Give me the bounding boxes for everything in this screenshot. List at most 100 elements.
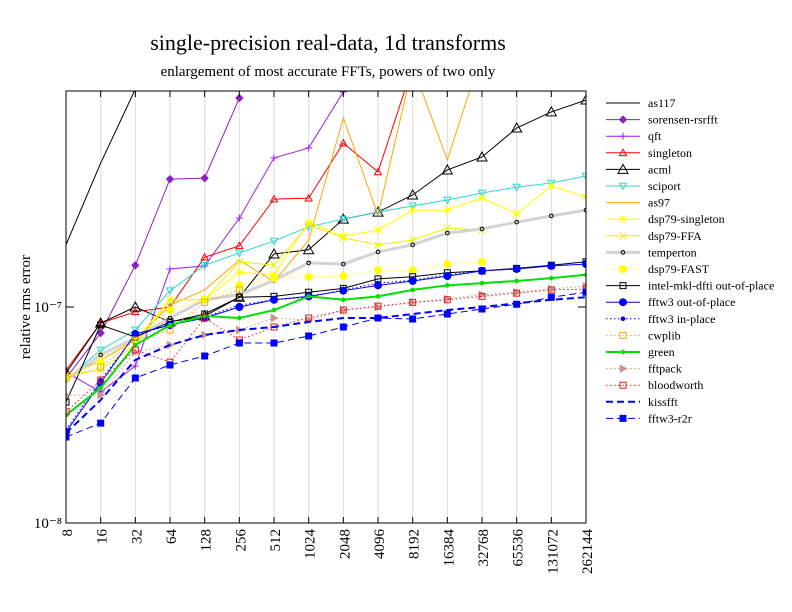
plot-frame bbox=[65, 90, 587, 524]
data-point bbox=[271, 297, 277, 303]
data-point bbox=[97, 390, 106, 400]
data-point bbox=[375, 280, 381, 286]
data-point bbox=[339, 306, 347, 314]
data-point bbox=[409, 315, 417, 323]
data-point bbox=[580, 94, 586, 105]
data-point bbox=[234, 249, 244, 258]
data-point bbox=[131, 362, 139, 370]
legend-marker bbox=[618, 115, 628, 124]
data-point bbox=[97, 363, 105, 371]
data-point bbox=[547, 286, 555, 294]
legend-marker bbox=[618, 182, 628, 191]
data-point bbox=[165, 174, 175, 184]
legend-label: cwplib bbox=[648, 328, 681, 342]
data-point bbox=[98, 352, 103, 358]
data-point bbox=[375, 294, 381, 299]
data-point bbox=[445, 272, 450, 278]
data-point bbox=[98, 385, 103, 391]
series-line bbox=[66, 273, 586, 416]
data-point bbox=[200, 261, 210, 270]
data-point bbox=[409, 298, 417, 306]
data-point bbox=[304, 272, 313, 281]
data-point bbox=[97, 376, 105, 384]
data-point bbox=[514, 266, 519, 271]
data-point bbox=[234, 241, 244, 250]
legend-marker bbox=[617, 163, 629, 174]
y-axis-label: relative rms error bbox=[18, 255, 34, 359]
data-point bbox=[235, 339, 243, 347]
data-point bbox=[270, 323, 278, 331]
data-point bbox=[477, 189, 487, 198]
data-point bbox=[66, 374, 70, 382]
data-point bbox=[235, 257, 244, 266]
data-point bbox=[341, 297, 346, 303]
data-point bbox=[374, 226, 382, 234]
legend-label: temperton bbox=[648, 245, 697, 259]
data-point bbox=[374, 240, 382, 249]
data-point bbox=[479, 268, 485, 274]
x-tick-label: 131072 bbox=[545, 529, 561, 574]
data-point bbox=[375, 249, 381, 255]
data-point bbox=[514, 278, 519, 284]
x-tick-label: 2048 bbox=[337, 529, 353, 559]
data-point bbox=[306, 294, 311, 299]
legend-label: fftw3 in-place bbox=[648, 312, 715, 326]
legend-label: qft bbox=[648, 129, 662, 143]
x-tick-label: 128 bbox=[199, 529, 215, 552]
chart-title: single-precision real-data, 1d transform… bbox=[150, 30, 506, 55]
data-point bbox=[305, 144, 313, 152]
x-tick-label: 4096 bbox=[372, 529, 388, 560]
data-point bbox=[443, 206, 452, 214]
data-point bbox=[97, 321, 105, 329]
data-point bbox=[167, 322, 173, 328]
data-point bbox=[96, 328, 105, 338]
data-point bbox=[235, 214, 243, 222]
data-point bbox=[514, 219, 519, 225]
data-point bbox=[510, 121, 523, 133]
x-tick-label: 16384 bbox=[441, 529, 457, 567]
data-point bbox=[373, 167, 383, 176]
data-point bbox=[165, 306, 175, 315]
data-point bbox=[513, 300, 521, 308]
data-point bbox=[305, 332, 313, 340]
data-point bbox=[443, 310, 451, 318]
data-point bbox=[512, 183, 522, 192]
legend-marker bbox=[620, 349, 626, 355]
data-point bbox=[406, 188, 419, 200]
x-tick-label: 262144 bbox=[580, 529, 596, 575]
data-point bbox=[235, 293, 243, 301]
series-line bbox=[66, 288, 586, 413]
legend: as117 sorensen-rsrfft qft singleton acml scip… bbox=[606, 96, 774, 425]
data-point bbox=[235, 268, 244, 276]
data-point bbox=[133, 332, 138, 338]
chart-subtitle: enlargement of most accurate FFTs, power… bbox=[161, 64, 496, 80]
series-line bbox=[66, 285, 586, 396]
data-point bbox=[96, 346, 106, 355]
data-point bbox=[476, 150, 488, 162]
data-point bbox=[478, 194, 486, 202]
grid bbox=[65, 91, 587, 523]
data-point bbox=[237, 302, 242, 308]
data-point bbox=[341, 287, 346, 293]
x-tick-label: 256 bbox=[233, 529, 249, 552]
data-point bbox=[549, 263, 554, 268]
legend-label: as117 bbox=[648, 96, 676, 110]
legend-marker bbox=[618, 148, 628, 157]
data-point bbox=[304, 193, 314, 202]
data-point bbox=[166, 295, 174, 304]
data-point bbox=[512, 209, 521, 218]
legend-marker bbox=[620, 316, 626, 322]
series-line bbox=[66, 291, 586, 438]
data-point bbox=[408, 206, 417, 214]
data-point bbox=[200, 173, 209, 183]
data-point bbox=[445, 283, 450, 288]
data-point bbox=[410, 287, 415, 293]
legend-label: dsp79-FAST bbox=[648, 262, 710, 276]
y-tick-label: 10⁻⁸ bbox=[34, 516, 62, 532]
legend-marker bbox=[620, 250, 626, 255]
data-point bbox=[478, 292, 486, 300]
data-point bbox=[269, 274, 279, 283]
legend-label: singleton bbox=[648, 146, 692, 160]
